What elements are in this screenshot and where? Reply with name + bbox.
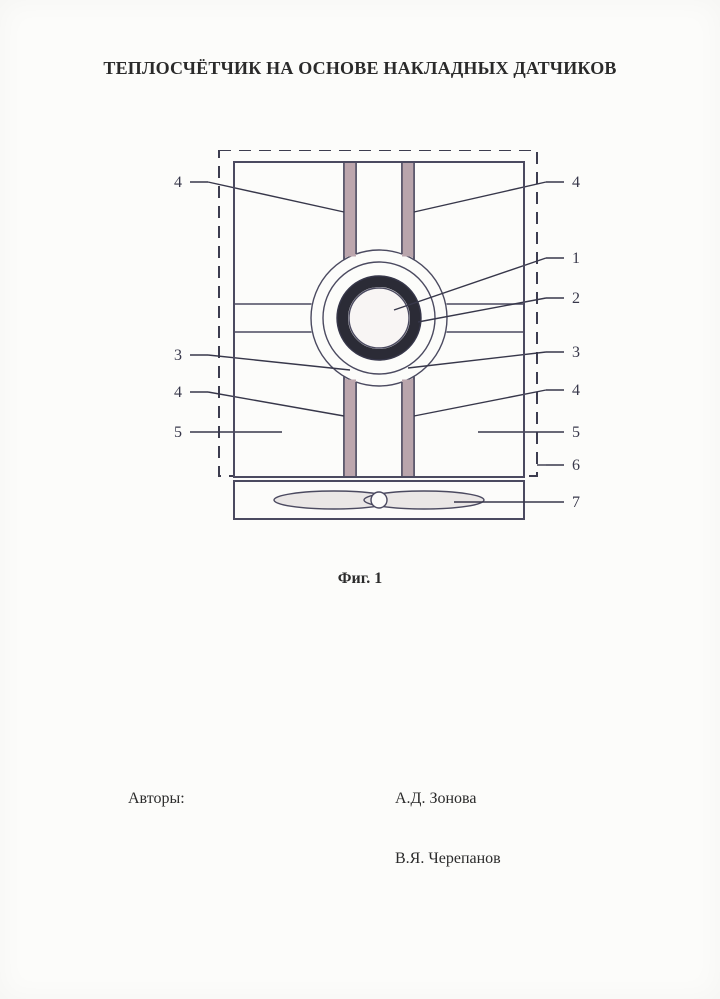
figure-caption: Фиг. 1: [0, 570, 720, 588]
author-1: А.Д. Зонова: [395, 790, 477, 808]
page-title: ТЕПЛОСЧЁТЧИК НА ОСНОВЕ НАКЛАДНЫХ ДАТЧИКО…: [0, 58, 720, 79]
svg-text:7: 7: [572, 494, 580, 511]
svg-text:4: 4: [174, 384, 182, 401]
svg-text:4: 4: [572, 382, 580, 399]
svg-text:6: 6: [572, 457, 580, 474]
diagram-svg: 4 4 1 2 3 3 4 4 5 5 6 7: [122, 150, 602, 540]
page: ТЕПЛОСЧЁТЧИК НА ОСНОВЕ НАКЛАДНЫХ ДАТЧИКО…: [0, 0, 720, 999]
authors-label: Авторы:: [128, 790, 185, 808]
svg-text:4: 4: [572, 174, 580, 191]
svg-text:2: 2: [572, 290, 580, 307]
figure-1: 4 4 1 2 3 3 4 4 5 5 6 7: [122, 150, 602, 540]
svg-text:4: 4: [174, 174, 182, 191]
svg-text:3: 3: [572, 344, 580, 361]
svg-text:5: 5: [174, 424, 182, 441]
svg-text:1: 1: [572, 250, 580, 267]
svg-text:3: 3: [174, 347, 182, 364]
author-2: В.Я. Черепанов: [395, 850, 501, 868]
svg-text:5: 5: [572, 424, 580, 441]
